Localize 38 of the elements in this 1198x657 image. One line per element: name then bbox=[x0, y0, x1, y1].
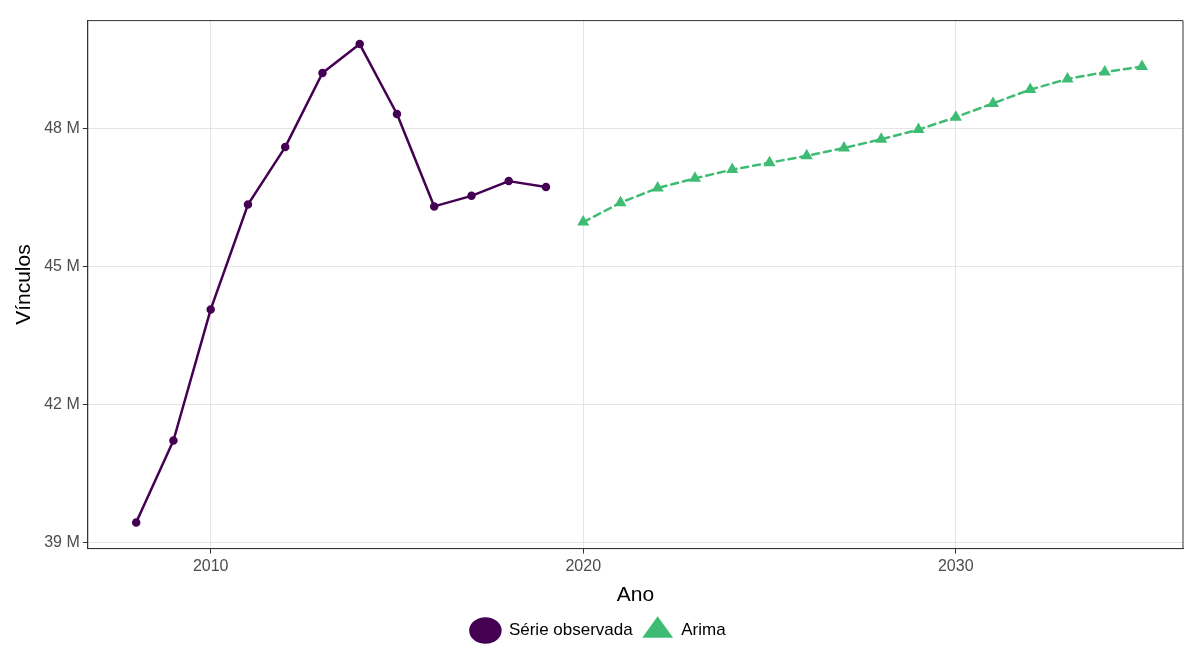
point bbox=[206, 305, 215, 314]
point bbox=[615, 196, 626, 207]
y-tick-label: 45 M bbox=[44, 257, 80, 275]
point bbox=[727, 163, 738, 174]
legend-label: Arima bbox=[681, 620, 727, 640]
y-tick-label: 39 M bbox=[44, 533, 80, 551]
point bbox=[689, 172, 701, 182]
point bbox=[131, 518, 141, 527]
x-tick-label: 2010 bbox=[192, 556, 229, 574]
point bbox=[764, 156, 775, 167]
point bbox=[1062, 73, 1073, 83]
point bbox=[578, 216, 589, 226]
point bbox=[913, 123, 924, 134]
point bbox=[1099, 66, 1110, 76]
x-axis-title: Ano bbox=[616, 582, 655, 606]
point bbox=[652, 182, 663, 192]
point bbox=[541, 182, 551, 192]
y-tick-label: 48 M bbox=[44, 119, 80, 137]
point bbox=[467, 191, 476, 201]
point bbox=[1025, 83, 1036, 94]
point bbox=[1136, 60, 1148, 71]
point bbox=[355, 39, 364, 49]
point bbox=[504, 176, 513, 186]
legend-label: Série observada bbox=[508, 620, 634, 640]
point bbox=[876, 133, 887, 143]
point bbox=[950, 111, 961, 121]
point bbox=[429, 202, 439, 211]
y-tick-label: 42 M bbox=[44, 395, 80, 413]
point bbox=[838, 142, 850, 152]
x-tick-label: 2020 bbox=[565, 556, 602, 574]
point bbox=[987, 97, 999, 107]
y-axis-title: Vínculos bbox=[11, 244, 35, 325]
point bbox=[280, 142, 290, 152]
x-tick-label: 2030 bbox=[937, 556, 974, 574]
point bbox=[243, 200, 253, 209]
point bbox=[392, 109, 402, 119]
point bbox=[169, 436, 178, 445]
point bbox=[318, 68, 327, 78]
